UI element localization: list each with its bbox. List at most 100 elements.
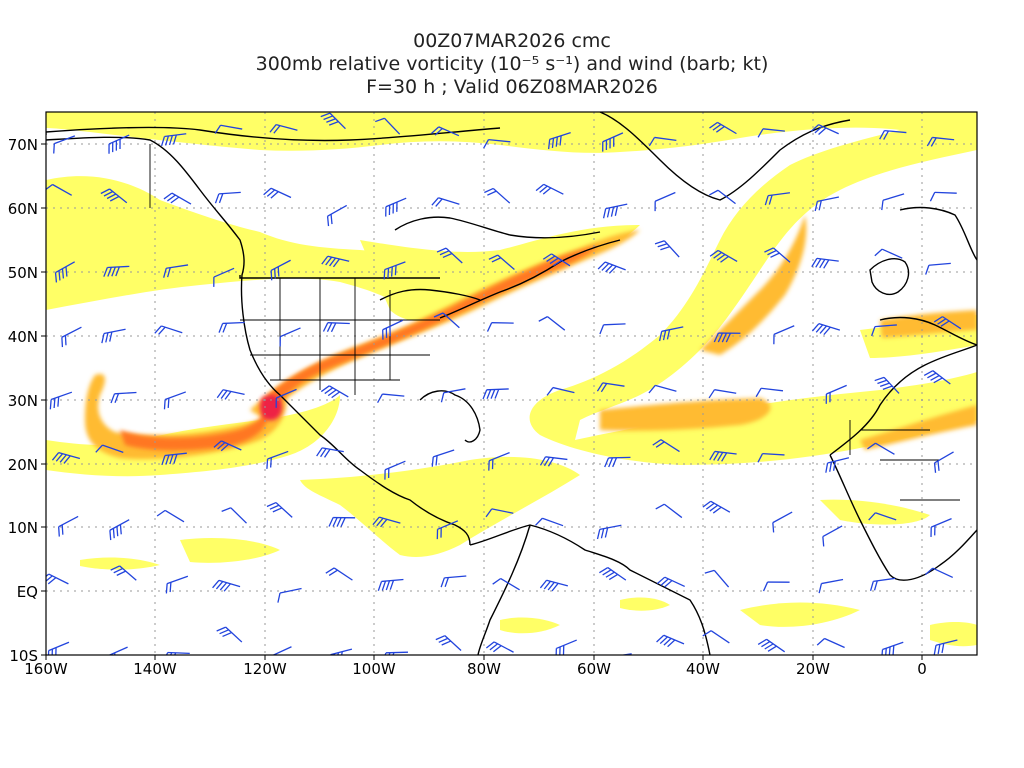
- wind-barb: [485, 641, 514, 653]
- wind-barb: [764, 247, 791, 263]
- wind-barb: [702, 630, 730, 644]
- wind-barb: [933, 639, 958, 655]
- wind-barb: [930, 518, 952, 537]
- wind-barb: [436, 247, 463, 264]
- wind-barb: [103, 265, 130, 277]
- wind-barb: [702, 500, 731, 514]
- wind-barb: [867, 442, 895, 455]
- y-tick-label: 30N: [8, 392, 38, 410]
- wind-barb: [263, 187, 292, 199]
- wind-barb: [431, 449, 455, 467]
- wind-barb: [372, 516, 401, 528]
- vorticity-peak: [260, 394, 283, 421]
- wind-barb: [326, 204, 348, 227]
- coastlines: [46, 112, 977, 655]
- wind-barb: [320, 385, 349, 399]
- wind-barb: [609, 653, 632, 655]
- wind-barb: [772, 511, 793, 533]
- wind-barb: [277, 587, 302, 603]
- wind-barb: [49, 391, 73, 410]
- wind-barb: [322, 322, 350, 333]
- wind-barb: [871, 324, 897, 337]
- y-tick-label: 70N: [8, 136, 38, 154]
- wind-barb: [539, 456, 568, 467]
- wind-barb: [923, 370, 951, 385]
- wind-barb: [95, 444, 124, 453]
- wind-barb: [810, 124, 839, 135]
- wind-barb: [658, 326, 684, 342]
- wind-barb: [214, 191, 241, 204]
- wind-barb: [811, 257, 839, 269]
- y-tick-label: 10N: [8, 519, 38, 537]
- x-tick-label: 20W: [796, 660, 830, 678]
- title-valid: F=30 h ; Valid 06Z08MAR2026: [366, 76, 658, 98]
- wind-barb: [163, 192, 192, 205]
- wind-barb: [435, 635, 462, 652]
- wind-barb: [709, 189, 736, 205]
- wind-barb: [270, 259, 291, 281]
- wind-barb: [433, 312, 460, 329]
- wind-barb: [377, 393, 405, 403]
- wind-barb: [596, 524, 622, 540]
- wind-barb: [762, 581, 790, 592]
- wind-barb: [385, 197, 407, 217]
- wind-barb: [925, 262, 951, 275]
- wind-barb: [648, 384, 677, 394]
- wind-barb: [933, 451, 954, 473]
- wind-barb: [713, 332, 741, 343]
- wind-barb: [436, 520, 459, 540]
- wind-barb: [213, 440, 242, 452]
- wind-barb: [440, 575, 467, 588]
- wind-barb: [431, 197, 460, 207]
- wind-barb: [879, 129, 907, 140]
- wind-barb: [539, 579, 568, 592]
- wind-barbs: [46, 112, 962, 655]
- wind-barb: [538, 316, 566, 331]
- wind-barb: [61, 326, 82, 348]
- wind-barb: [279, 327, 301, 347]
- wind-barb: [709, 450, 737, 462]
- wind-barb: [221, 507, 247, 524]
- wind-barb: [822, 525, 843, 547]
- map-title: 00Z07MAR2026 cmc 300mb relative vorticit…: [0, 30, 1024, 99]
- wind-barb: [316, 447, 344, 458]
- wind-barb: [924, 567, 954, 579]
- y-tick-label: 20N: [8, 456, 38, 474]
- plot-frame: [45, 111, 978, 656]
- wind-barb: [492, 577, 520, 591]
- wind-barb: [926, 136, 955, 147]
- wind-barb: [868, 512, 897, 521]
- wind-barb: [773, 325, 795, 345]
- title-field: 300mb relative vorticity (10⁻⁵ s⁻¹) and …: [255, 53, 769, 75]
- wind-barb: [814, 196, 840, 212]
- wind-barb: [933, 316, 962, 330]
- wind-barb: [704, 569, 730, 588]
- wind-barb: [377, 578, 404, 591]
- wind-barb: [484, 187, 511, 204]
- wind-barb: [656, 634, 685, 648]
- x-tick-label: 80W: [467, 660, 501, 678]
- lat-lon-grid: [46, 112, 977, 655]
- wind-barb: [382, 319, 403, 340]
- wind-barb: [874, 376, 900, 394]
- vorticity-high: [120, 245, 600, 451]
- x-tick-label: 40W: [686, 660, 720, 678]
- x-tick-label: 0: [917, 660, 927, 678]
- wind-barb: [648, 136, 677, 147]
- wind-barb: [58, 515, 79, 537]
- x-tick-label: 160W: [24, 660, 68, 678]
- title-run: 00Z07MAR2026 cmc: [413, 30, 611, 52]
- wind-barb: [482, 388, 509, 400]
- wind-barb: [275, 388, 297, 408]
- wind-barb: [599, 323, 626, 335]
- x-tick-label: 120W: [243, 660, 287, 678]
- wind-barb: [483, 138, 511, 149]
- wind-barb: [109, 519, 130, 541]
- wind-barb: [163, 264, 189, 278]
- wind-barb: [655, 503, 683, 519]
- wind-barb: [218, 321, 245, 333]
- wind-barb: [869, 577, 896, 592]
- wind-barb: [811, 323, 841, 336]
- wind-barb: [652, 439, 680, 453]
